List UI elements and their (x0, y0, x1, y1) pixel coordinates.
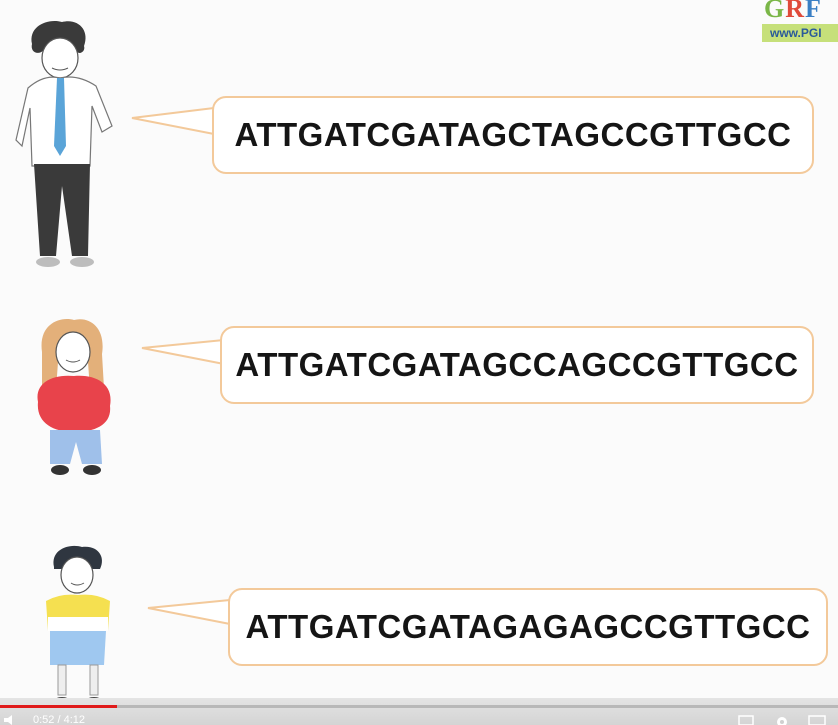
man-icon (15, 20, 113, 267)
player-controls (0, 698, 838, 725)
dna-sequence: ATTGATCGATAGAGAGCCGTTGCC (245, 608, 811, 645)
dna-sequence: ATTGATCGATAGCCAGCCGTTGCC (235, 346, 799, 383)
progress-bar[interactable] (0, 705, 838, 708)
speech-tail (131, 107, 215, 135)
channel-logo: GRF www.PGI (760, 0, 838, 44)
woman-icon (37, 319, 111, 475)
dna-sequence: ATTGATCGATAGCTAGCCGTTGCC (234, 116, 792, 153)
subtitles-icon[interactable] (738, 715, 754, 725)
settings-icon[interactable] (775, 715, 789, 725)
speech-tail (141, 339, 225, 365)
theater-mode-icon[interactable] (808, 715, 826, 725)
progress-played (0, 705, 118, 708)
speech-bubble: ATTGATCGATAGCCAGCCGTTGCC (220, 326, 814, 404)
speech-bubble: ATTGATCGATAGCTAGCCGTTGCC (212, 96, 814, 174)
speech-tail (147, 599, 231, 625)
logo-url: www.PGI (770, 26, 822, 40)
speech-bubble: ATTGATCGATAGAGAGCCGTTGCC (228, 588, 828, 666)
boy-icon (46, 545, 110, 705)
volume-icon[interactable] (4, 715, 18, 725)
time-display: 0:52 / 4:12 (33, 714, 85, 725)
